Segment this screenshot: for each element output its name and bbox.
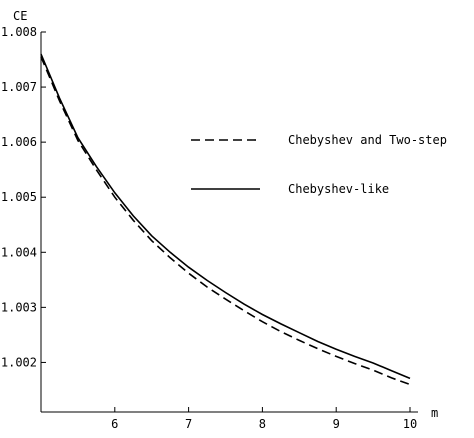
- y-tick-label: 1.006: [1, 135, 37, 149]
- x-tick-label: 7: [185, 417, 192, 431]
- series-line-1: [40, 53, 411, 380]
- y-axis-title: CE: [13, 9, 27, 23]
- x-ticks: 6 7 8 9 10: [111, 407, 417, 431]
- x-axis-title: m: [431, 406, 438, 420]
- legend: Chebyshev and Two-step Chebyshev-like: [191, 133, 447, 196]
- y-tick-label: 1.007: [1, 80, 37, 94]
- y-tick-label: 1.003: [1, 300, 37, 314]
- y-tick-label: 1.008: [1, 25, 37, 39]
- y-ticks: 1.002 1.003 1.004 1.005 1.006 1.007 1.008: [1, 25, 46, 369]
- axes: [40, 32, 418, 413]
- y-tick-label: 1.002: [1, 355, 37, 369]
- legend-label-chebyshev-two-step: Chebyshev and Two-step: [288, 133, 447, 147]
- y-tick-label: 1.004: [1, 245, 37, 259]
- series-layer: [40, 53, 411, 386]
- y-tick-label: 1.005: [1, 190, 37, 204]
- legend-label-chebyshev-like: Chebyshev-like: [288, 182, 389, 196]
- x-tick-label: 8: [259, 417, 266, 431]
- series-line-0: [40, 56, 411, 386]
- x-tick-label: 6: [111, 417, 118, 431]
- x-tick-label: 9: [333, 417, 340, 431]
- x-tick-label: 10: [403, 417, 417, 431]
